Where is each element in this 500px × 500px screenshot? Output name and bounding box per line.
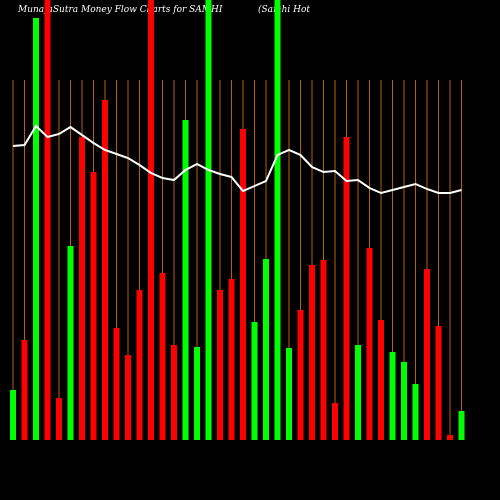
bar [309, 265, 315, 440]
bar [435, 326, 442, 440]
bar [366, 248, 373, 440]
bar [10, 390, 16, 440]
bar [343, 137, 350, 440]
bar [44, 0, 51, 440]
bar [332, 403, 338, 440]
bar [56, 398, 62, 440]
bar [251, 322, 258, 440]
bar [228, 279, 235, 440]
bar [217, 290, 223, 440]
bar [263, 259, 269, 440]
money-flow-line [12, 124, 462, 195]
bar [33, 18, 39, 440]
bar [67, 246, 74, 440]
bar [424, 269, 430, 440]
bar [125, 355, 131, 440]
bar [113, 328, 120, 440]
bar [412, 384, 419, 440]
bar [274, 0, 281, 440]
chart-title: MunafaSutra Money Flow Charts for SAMHI [17, 5, 223, 15]
bar [148, 0, 154, 440]
bar [320, 260, 327, 440]
bar [21, 340, 28, 440]
bar [90, 172, 97, 440]
bar [79, 137, 85, 440]
bar [182, 120, 189, 440]
bar [355, 345, 361, 440]
bar [136, 290, 143, 440]
bar [297, 310, 304, 440]
bar [205, 0, 212, 440]
bar [401, 362, 407, 440]
bar [159, 273, 166, 440]
bar [447, 435, 453, 440]
bar [378, 320, 384, 440]
bar [171, 345, 177, 440]
bar [389, 352, 396, 440]
chart-subtitle: (Samhi Hot [258, 4, 310, 15]
bar [286, 348, 292, 440]
bar [458, 411, 465, 440]
bar [240, 129, 246, 440]
bar [102, 100, 108, 440]
bar [194, 347, 200, 440]
